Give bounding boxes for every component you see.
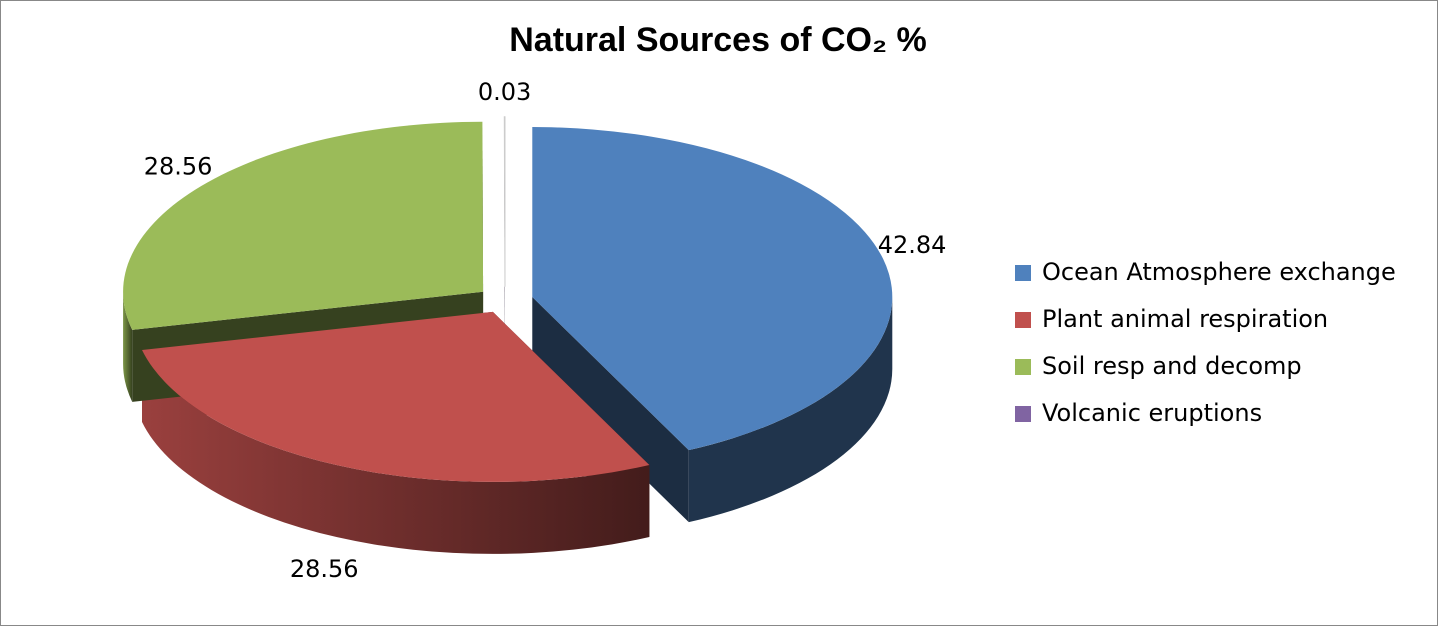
data-label: 42.84 [878,231,947,259]
slice [123,121,484,330]
slice-side [142,349,650,554]
slice [503,116,506,287]
slice-side [688,297,893,523]
legend-label: Plant animal respiration [1042,305,1328,333]
slice-side [123,291,133,402]
legend-swatch [1015,312,1031,328]
data-label: 0.03 [478,78,531,106]
legend-swatch [1015,406,1031,422]
legend-swatch [1015,265,1031,281]
legend-swatch [1015,359,1031,375]
data-label: 28.56 [290,555,359,583]
legend-label: Soil resp and decomp [1042,352,1302,380]
slice [532,127,893,451]
legend-label: Ocean Atmosphere exchange [1042,258,1396,286]
legend-label: Volcanic eruptions [1042,399,1262,427]
chart-title: Natural Sources of CO₂ % [509,21,927,59]
slice-side [532,297,689,523]
data-label: 28.56 [144,152,213,180]
slice [142,311,650,482]
